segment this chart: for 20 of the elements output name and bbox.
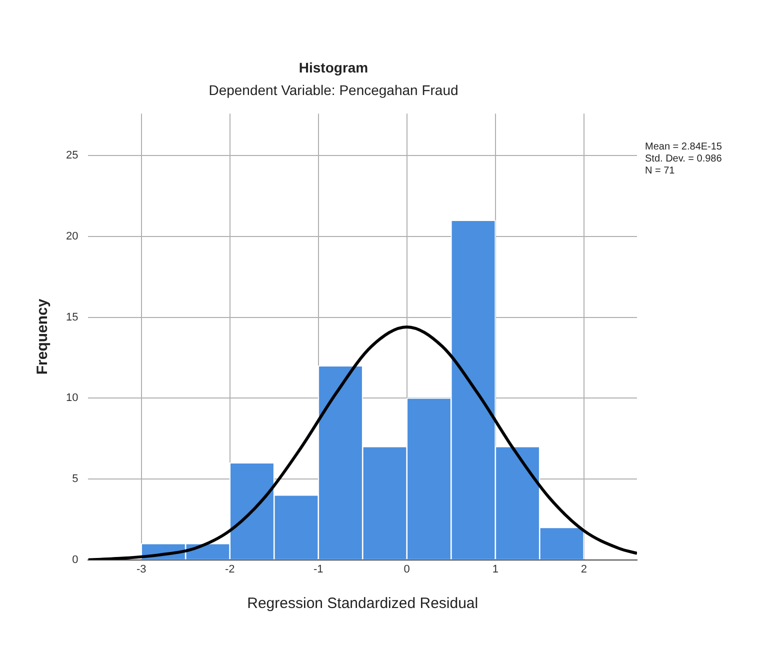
y-tick-label: 5 <box>72 473 78 485</box>
y-tick-label: 25 <box>66 150 78 162</box>
y-tick-label: 15 <box>66 311 78 324</box>
text: N = 71 <box>645 165 676 176</box>
y-tick-label: 20 <box>66 230 78 242</box>
x-tick-label: 0 <box>404 563 410 576</box>
x-axis-title: Regression Standardized Residual <box>247 595 478 612</box>
text: Mean = 2.84E-15 <box>645 141 722 152</box>
text: Std. Dev. = 0.986 <box>645 153 722 164</box>
y-tick-label: 0 <box>72 554 78 566</box>
y-tick-label: 10 <box>66 392 78 404</box>
x-tick-label: -2 <box>224 563 235 576</box>
chart-title: Histogram <box>298 59 368 76</box>
x-tick-label: -3 <box>136 563 146 576</box>
y-axis-title: Frequency <box>34 298 52 375</box>
x-tick-label: -1 <box>313 563 324 576</box>
x-tick-label: 2 <box>580 563 587 576</box>
chart-subtitle: Dependent Variable: Pencegahan Fraud <box>208 82 458 98</box>
line-series <box>88 326 637 560</box>
x-tick-label: 1 <box>492 563 498 576</box>
